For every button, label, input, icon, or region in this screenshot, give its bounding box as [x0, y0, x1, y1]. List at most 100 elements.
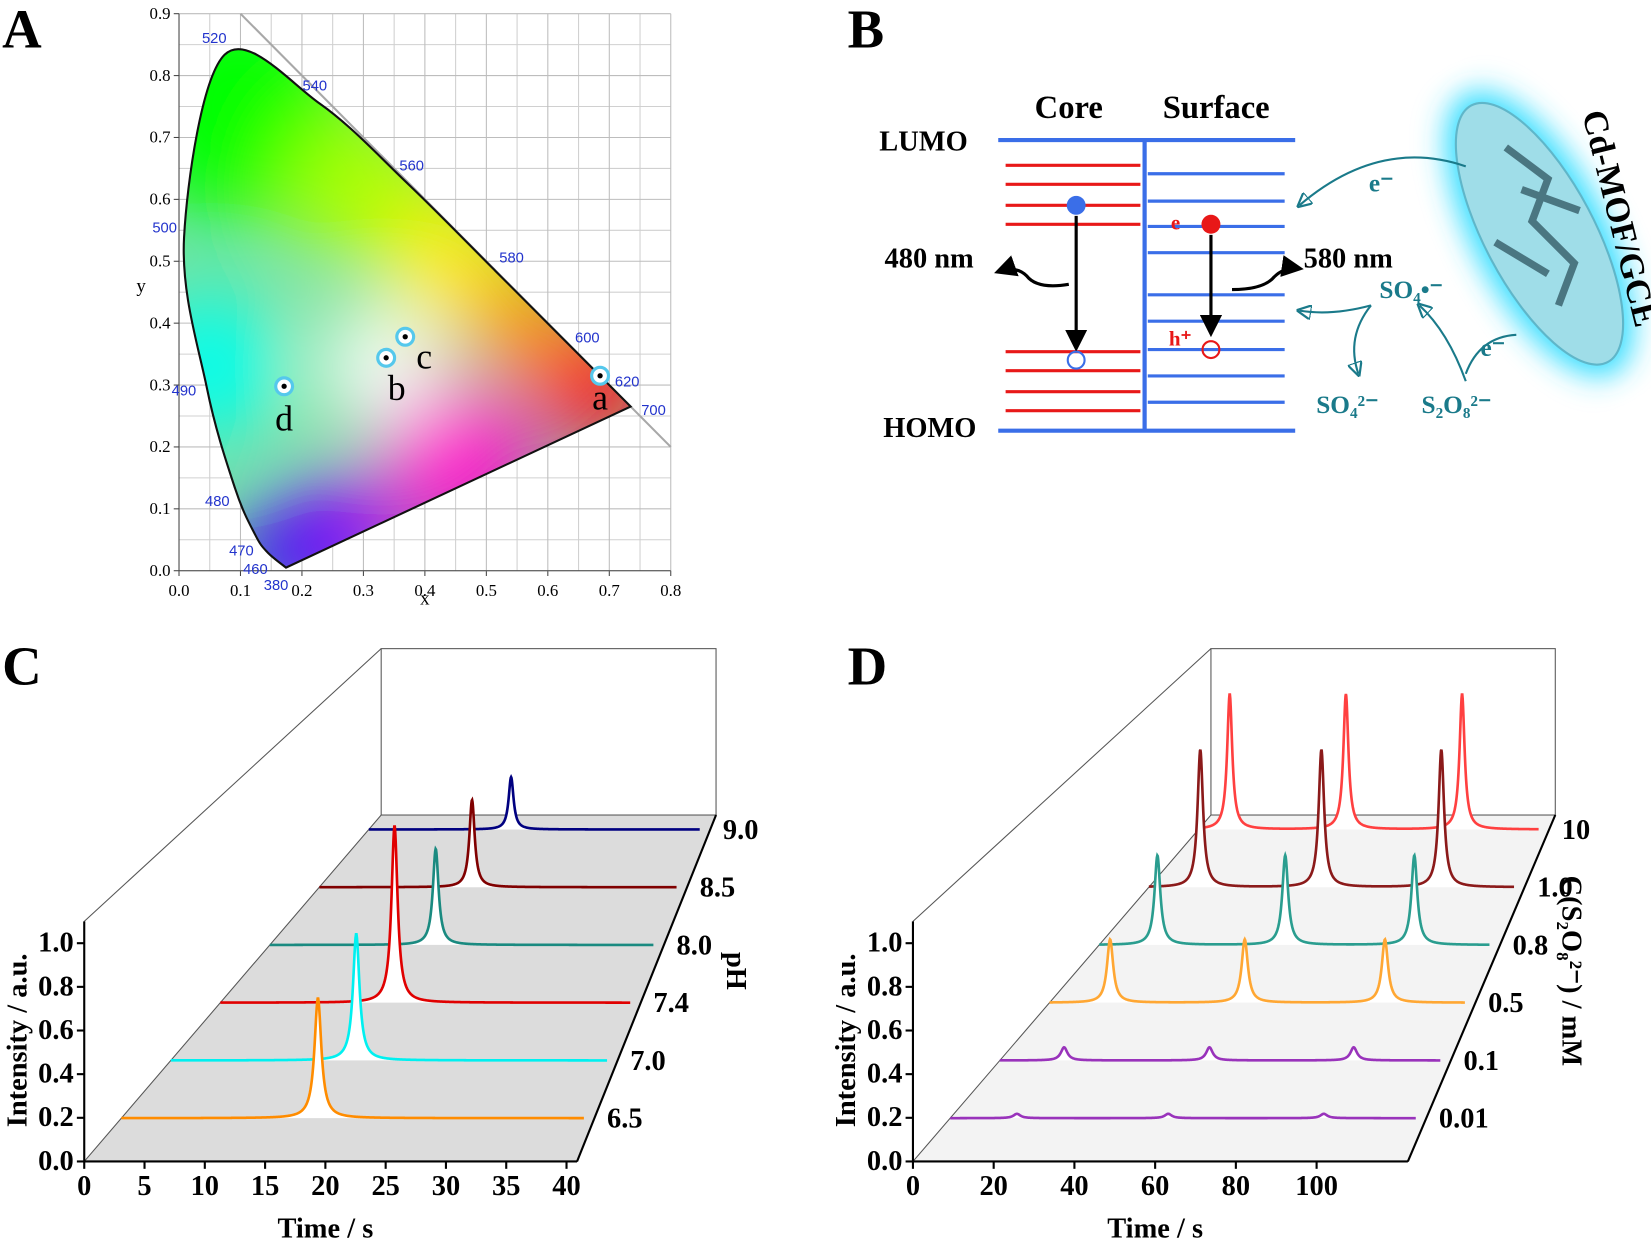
x-tick-label: 5	[137, 1171, 151, 1202]
x-tick-label: 0.6	[537, 581, 558, 600]
x-tick-label: 35	[492, 1171, 520, 1202]
x-tick-label: 0	[77, 1171, 91, 1202]
hole	[1201, 340, 1221, 360]
wavelength-label: 600	[575, 331, 600, 347]
series-line	[1099, 851, 1490, 947]
peak-occlusion	[1198, 693, 1539, 830]
series-line	[999, 1045, 1441, 1062]
level-label: HOMO	[883, 413, 976, 444]
depth-tick-label: 8.0	[677, 930, 713, 961]
series-line	[368, 773, 700, 831]
x-tick-label: 25	[371, 1171, 399, 1202]
emission-label: 580 nm	[1304, 243, 1394, 274]
peak-occlusion	[1148, 749, 1515, 888]
electron-arrow	[1299, 156, 1467, 205]
charge-label: h⁺	[1169, 326, 1192, 350]
series-line	[220, 825, 631, 1004]
back-wall	[1210, 648, 1556, 816]
y-tick-label: 0.8	[150, 66, 171, 85]
spectral-locus	[182, 48, 633, 569]
x-tick-label: 15	[251, 1171, 279, 1202]
species-label: S₂O₈²⁻	[1422, 391, 1492, 419]
depth-tick-label: 9.0	[723, 815, 759, 846]
depth-tick-label: 6.5	[607, 1104, 643, 1135]
depth-axis	[576, 814, 718, 1162]
wavelength-label: 490	[172, 384, 197, 400]
depth-tick-label: 0.5	[1488, 988, 1524, 1019]
y-tick-label: 0.4	[38, 1059, 74, 1090]
point-dot	[597, 373, 603, 379]
x-tick-label: 0.5	[476, 581, 497, 600]
x-tick-label: 20	[311, 1171, 339, 1202]
y-tick-label: 0.2	[867, 1102, 903, 1133]
series-line	[170, 932, 608, 1062]
reaction-arrow	[1299, 305, 1372, 312]
panel-label: A	[2, 0, 42, 59]
reaction-arrow	[1419, 305, 1467, 382]
x-tick-label: 30	[432, 1171, 460, 1202]
wavelength-label: 620	[615, 374, 640, 390]
depth-tick-label: 0.01	[1439, 1104, 1489, 1135]
depth-tick-label: 7.0	[630, 1046, 666, 1077]
point-dot	[383, 355, 389, 361]
wavelength-label: 560	[399, 159, 424, 175]
y-axis-label: Intensity / a.u.	[831, 953, 862, 1127]
x-axis-label: Time / s	[277, 1213, 373, 1240]
depth-tick-label: 7.4	[653, 988, 689, 1019]
wavelength-label: 470	[229, 543, 254, 559]
y-tick-label: 1.0	[867, 928, 903, 959]
panel-label: C	[2, 635, 42, 696]
x-tick-label: 40	[552, 1171, 580, 1202]
series-line	[319, 796, 677, 889]
wavelength-label: 460	[243, 562, 268, 578]
x-axis-label: Time / s	[1107, 1213, 1203, 1240]
electron	[1066, 195, 1086, 215]
x-tick-label: 0.7	[599, 581, 620, 600]
charge-label: e⁻	[1481, 334, 1506, 362]
x-tick-label: 80	[1222, 1171, 1250, 1202]
charge-label: e	[1171, 211, 1180, 235]
depth-axis-label: pH	[720, 952, 751, 990]
y-axis-label: y	[136, 276, 146, 297]
point-dot	[402, 334, 408, 340]
level-label: LUMO	[879, 127, 967, 158]
column-label: Core	[1035, 90, 1103, 126]
y-tick-label: 1.0	[38, 928, 74, 959]
electron	[1201, 214, 1221, 234]
y-tick-label: 0.1	[150, 499, 171, 518]
y-tick-label: 0.3	[150, 375, 171, 394]
series-line	[121, 997, 584, 1120]
x-tick-label: 0	[906, 1171, 920, 1202]
y-tick-label: 0.4	[867, 1059, 903, 1090]
wavelength-label: 700	[641, 403, 666, 419]
y-tick-label: 0.0	[38, 1146, 74, 1177]
x-tick-label: 0.8	[660, 581, 681, 600]
reaction-arrow	[1354, 304, 1372, 373]
x-tick-label: 60	[1141, 1171, 1169, 1202]
point-label: b	[388, 368, 406, 408]
point-label: a	[592, 377, 608, 417]
peak-occlusion	[999, 1047, 1441, 1061]
y-tick-label: 0.6	[867, 1015, 903, 1046]
x-tick-label: 0.0	[168, 581, 189, 600]
y-tick-label: 0.6	[38, 1015, 74, 1046]
color-blob	[269, 476, 396, 568]
x-tick-label: 20	[979, 1171, 1007, 1202]
x-tick-label: 0.2	[291, 581, 312, 600]
energy-diagram: Core Surface LUMO HOMO e h⁺ 480 nm	[879, 90, 1651, 444]
series-line	[269, 845, 654, 947]
x-tick-label: 100	[1295, 1171, 1338, 1202]
depth-tick-label: 0.1	[1463, 1046, 1499, 1077]
wavelength-label: 520	[202, 31, 227, 47]
point-label: c	[416, 336, 432, 376]
peak-occlusion	[950, 1113, 1416, 1119]
series-line	[1148, 744, 1515, 889]
x-tick-label: 0.3	[353, 581, 374, 600]
emission-label: 480 nm	[885, 243, 975, 274]
y-tick-label: 0.4	[150, 313, 172, 332]
depth-axis-label: C(S₂O₈²⁻) / mM	[1556, 876, 1587, 1067]
series-line	[1198, 693, 1539, 831]
electrode: Cd-MOF/GCE	[1445, 90, 1651, 377]
